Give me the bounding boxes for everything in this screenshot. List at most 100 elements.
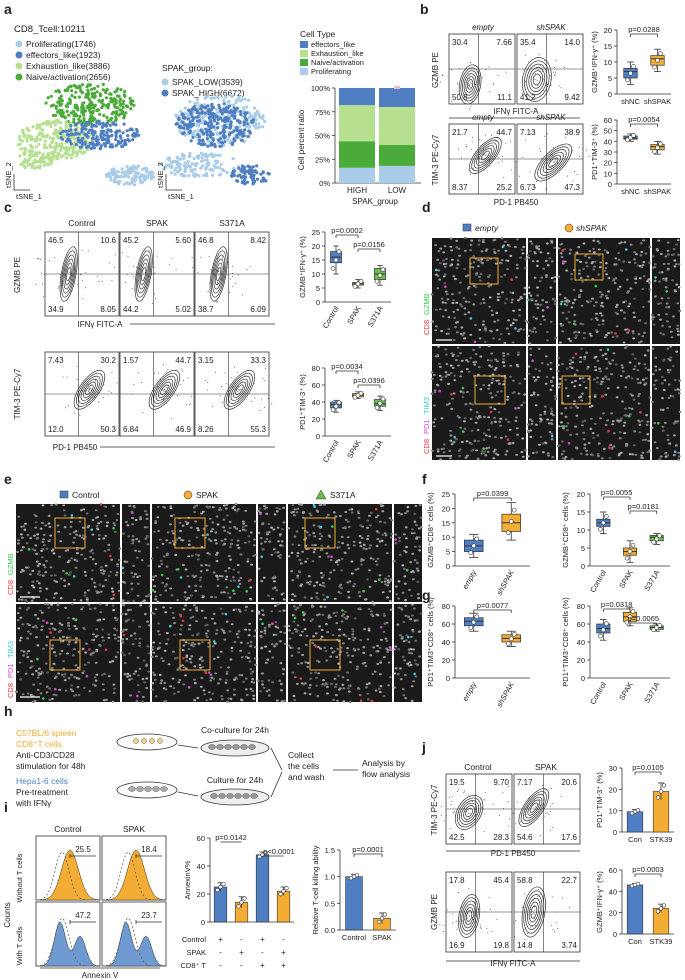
a-tsne2-point bbox=[205, 136, 209, 141]
c-top-2-event bbox=[232, 286, 234, 287]
d-r2-empty-nucleus bbox=[495, 379, 499, 382]
d-r1-empty-nucleus bbox=[499, 262, 503, 265]
d-r1-empty-zoom-nucleus bbox=[537, 245, 541, 248]
e-r1-1-nucleus bbox=[218, 506, 222, 509]
d-r1-empty-nucleus bbox=[488, 305, 492, 308]
a-tsne2-point bbox=[212, 96, 216, 100]
d-r2-shspak-zoom-nucleus bbox=[661, 408, 665, 411]
d-r1-empty-zoom-nucleus bbox=[528, 342, 532, 345]
e-r1-1-nucleus bbox=[244, 524, 248, 527]
a-tsne1-point bbox=[67, 85, 71, 89]
e-r1-2-nucleus bbox=[316, 597, 320, 600]
e-r2-1-nucleus bbox=[211, 692, 215, 695]
e-r1-2-nucleus bbox=[348, 508, 352, 511]
d-r1-empty-nucleus bbox=[498, 338, 501, 341]
b-bottom-shspak-event bbox=[572, 180, 574, 182]
e-r1-0-nucleus bbox=[25, 542, 29, 545]
a-tsne1-point bbox=[111, 170, 115, 174]
d-r1-shspak-nucleus bbox=[595, 329, 598, 332]
c-bottom-2-event bbox=[261, 399, 262, 401]
d-r1-empty-zoom-nucleus bbox=[534, 303, 537, 306]
a-tsne1-point bbox=[118, 179, 122, 183]
b-bottom-condition: shSPAK bbox=[536, 113, 566, 122]
e-r2-0-nucleus bbox=[101, 683, 105, 686]
b-top-shspak-event bbox=[546, 83, 548, 85]
e-r1-1-nucleus bbox=[191, 574, 195, 577]
d-r1-empty-nucleus bbox=[455, 246, 459, 249]
e-r2-zoom-0-nucleus bbox=[135, 699, 139, 703]
d-r1-shspak-nucleus bbox=[641, 335, 645, 338]
d-r1-empty-zoom-nucleus bbox=[553, 276, 557, 279]
c-bottom-2-event bbox=[264, 406, 266, 408]
c-top-0-event bbox=[82, 298, 84, 300]
e-r2-1-nucleus bbox=[192, 645, 195, 648]
d-r1-shspak-nucleus bbox=[590, 318, 593, 321]
b-top-shspak-contour bbox=[530, 70, 543, 89]
d-r1-shspak-nucleus bbox=[570, 306, 574, 309]
e-r1-0-nucleus bbox=[42, 533, 46, 537]
e-r1-2-nucleus bbox=[291, 503, 295, 507]
e-r1-zoom-1-nucleus bbox=[276, 526, 280, 529]
d-r1-empty-zoom-nucleus bbox=[538, 280, 542, 283]
d-r1-empty-zoom-nucleus bbox=[540, 276, 544, 279]
d-r1-empty-nucleus bbox=[480, 258, 484, 261]
d-r1-shspak-nucleus bbox=[586, 275, 590, 278]
d-r1-empty-zoom-nucleus bbox=[539, 303, 542, 306]
c-bottom-0-event bbox=[90, 387, 91, 389]
a-tsne2-point bbox=[188, 165, 192, 169]
e-r2-1-nucleus bbox=[199, 685, 203, 688]
d-r1-empty-nucleus bbox=[455, 301, 459, 304]
e-r2-1-nucleus bbox=[158, 673, 162, 677]
d-r1-shspak-nucleus bbox=[607, 277, 611, 280]
d-r1-shspak-nucleus bbox=[592, 239, 596, 242]
a-tsne1-point bbox=[135, 127, 139, 132]
e-r2-0-nucleus bbox=[77, 677, 81, 680]
a-tsne1-point bbox=[130, 181, 134, 185]
e-r2-0-nucleus bbox=[71, 690, 74, 693]
e-r1-2-nucleus bbox=[364, 598, 367, 601]
e-r2-1-nucleus bbox=[157, 622, 161, 625]
a-tsne1-point bbox=[138, 175, 142, 179]
d-r2-empty-nucleus bbox=[520, 451, 524, 454]
a-tsne1-point bbox=[119, 175, 123, 179]
e-r2-1-nucleus bbox=[247, 656, 250, 660]
d-r1-empty-nucleus bbox=[451, 293, 454, 296]
e-r1-0-nucleus bbox=[91, 552, 95, 555]
e-r1-0-nucleus bbox=[50, 504, 54, 507]
d-r2-shspak-nucleus bbox=[599, 370, 602, 373]
a-tsne1-point bbox=[64, 120, 68, 124]
d-r2-shspak-nucleus bbox=[638, 431, 642, 434]
d-r1-shspak-zoom-nucleus bbox=[672, 253, 676, 256]
a-tsne1-point bbox=[78, 140, 82, 144]
e-r2-0-nucleus bbox=[81, 647, 85, 651]
a-tsne1-point bbox=[67, 133, 71, 137]
e-r1-2-nucleus bbox=[369, 524, 372, 527]
c-bottom-2-event bbox=[267, 398, 269, 400]
d-r1-shspak-nucleus bbox=[623, 317, 627, 320]
e-r1-0-nucleus bbox=[35, 537, 39, 540]
a-tsne2-point bbox=[235, 106, 239, 110]
e-r1-0-nucleus bbox=[59, 540, 63, 543]
b-top-empty-event bbox=[481, 77, 483, 79]
a-tsne1-point bbox=[59, 121, 63, 125]
d-r2-empty-nucleus bbox=[476, 417, 480, 420]
c-top-1-event bbox=[155, 297, 157, 299]
e-r2-1-nucleus bbox=[240, 656, 244, 659]
d-r1-empty-nucleus bbox=[467, 285, 471, 288]
e-r1-0-nucleus bbox=[25, 566, 28, 569]
e-r1-zoom-0-signal bbox=[121, 566, 125, 570]
d-r2-empty-nucleus bbox=[469, 417, 473, 420]
d-r2-empty-zoom-nucleus bbox=[532, 376, 536, 379]
a-tsne2-point bbox=[254, 122, 258, 126]
e-r2-0-nucleus bbox=[60, 623, 64, 626]
e-r1-zoom-1-nucleus bbox=[279, 544, 282, 547]
c-top-2-event bbox=[217, 281, 219, 283]
a-tsne1-point bbox=[31, 153, 35, 157]
e-r1-2-nucleus bbox=[320, 576, 324, 579]
d-r2-empty-nucleus bbox=[516, 353, 520, 356]
e-r2-0-nucleus bbox=[63, 673, 67, 676]
d-r1-shspak-nucleus bbox=[615, 305, 618, 308]
c-box2-dot bbox=[377, 400, 383, 406]
d-r2-shspak-nucleus bbox=[647, 439, 651, 442]
b-bottom-shspak-event bbox=[579, 155, 581, 157]
